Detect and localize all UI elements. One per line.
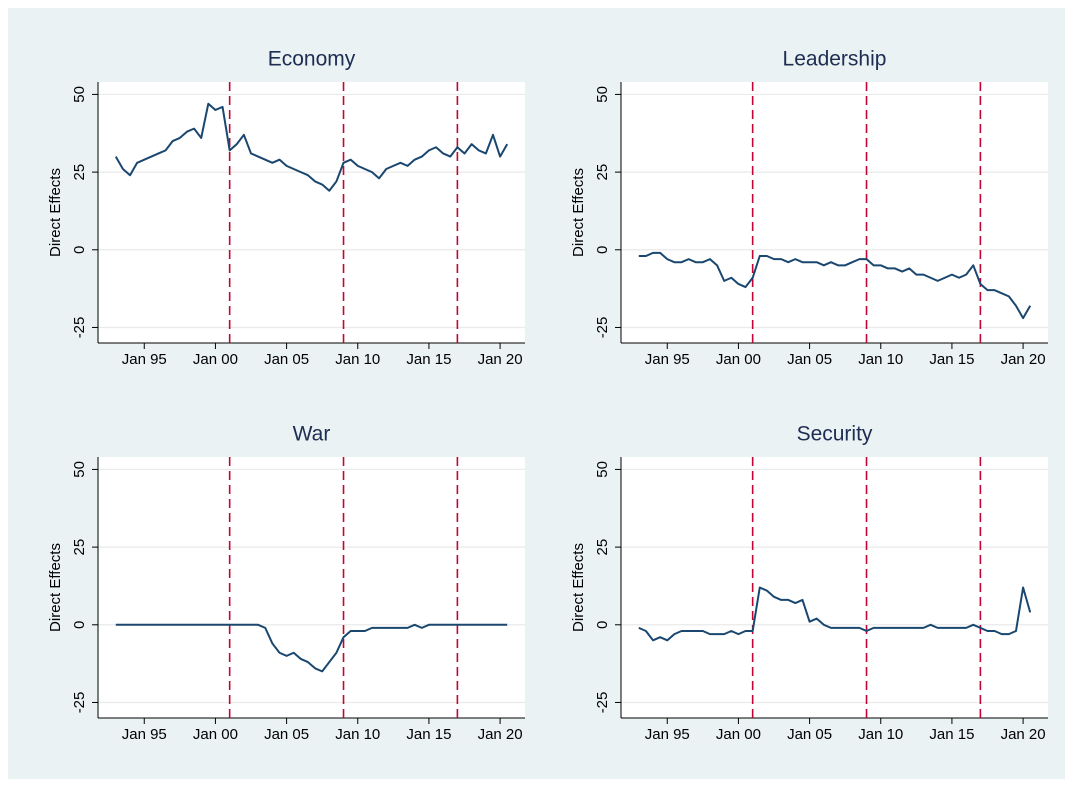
x-tick-label: Jan 10 (858, 726, 903, 743)
panel-title: Economy (268, 48, 356, 71)
y-tick-label: 50 (71, 461, 88, 478)
y-tick-label: -25 (594, 692, 611, 714)
x-tick-label: Jan 15 (929, 351, 974, 368)
data-line (114, 102, 509, 192)
x-tick-label: Jan 95 (122, 351, 167, 368)
y-tick-label: -25 (71, 317, 88, 339)
y-axis-title: Direct Effects (47, 543, 64, 632)
x-tick-label: Jan 00 (716, 726, 761, 743)
x-tick-label: Jan 00 (193, 351, 238, 368)
plot-area (98, 457, 525, 718)
y-tick-label: 50 (594, 86, 611, 103)
x-tick-label: Jan 20 (478, 726, 523, 743)
x-tick-label: Jan 05 (787, 351, 832, 368)
plot-area (621, 82, 1048, 343)
y-tick-label: 0 (594, 621, 611, 629)
data-line (638, 251, 1032, 320)
x-tick-label: Jan 00 (716, 351, 761, 368)
y-tick-label: 0 (594, 246, 611, 254)
y-tick-label: 50 (594, 461, 611, 478)
panel-title: War (293, 423, 331, 446)
x-tick-label: Jan 05 (264, 726, 309, 743)
x-tick-label: Jan 15 (406, 351, 451, 368)
y-tick-label: -25 (71, 692, 88, 714)
x-tick-label: Jan 15 (929, 726, 974, 743)
x-tick-label: Jan 20 (1001, 351, 1046, 368)
panel-title: Leadership (783, 48, 887, 71)
y-tick-label: 50 (71, 86, 88, 103)
y-tick-label: 25 (71, 164, 88, 181)
x-tick-label: Jan 05 (787, 726, 832, 743)
x-tick-label: Jan 95 (645, 351, 690, 368)
y-tick-label: 25 (594, 539, 611, 556)
x-tick-label: Jan 10 (335, 726, 380, 743)
plot-area (98, 82, 525, 343)
x-tick-label: Jan 95 (122, 726, 167, 743)
x-tick-label: Jan 05 (264, 351, 309, 368)
y-axis-title: Direct Effects (570, 543, 587, 632)
x-tick-label: Jan 20 (478, 351, 523, 368)
y-axis-title: Direct Effects (47, 168, 64, 257)
y-tick-label: -25 (594, 317, 611, 339)
x-tick-label: Jan 10 (858, 351, 903, 368)
data-line (638, 586, 1032, 642)
x-tick-label: Jan 20 (1001, 726, 1046, 743)
y-tick-label: 25 (594, 164, 611, 181)
plot-area (621, 457, 1048, 718)
data-line (115, 623, 508, 673)
x-tick-label: Jan 15 (406, 726, 451, 743)
x-tick-label: Jan 10 (335, 351, 380, 368)
y-axis-title: Direct Effects (570, 168, 587, 257)
y-tick-label: 0 (71, 621, 88, 629)
x-tick-label: Jan 95 (645, 726, 690, 743)
y-tick-label: 0 (71, 246, 88, 254)
panel-title: Security (797, 423, 873, 446)
x-tick-label: Jan 00 (193, 726, 238, 743)
y-tick-label: 25 (71, 539, 88, 556)
